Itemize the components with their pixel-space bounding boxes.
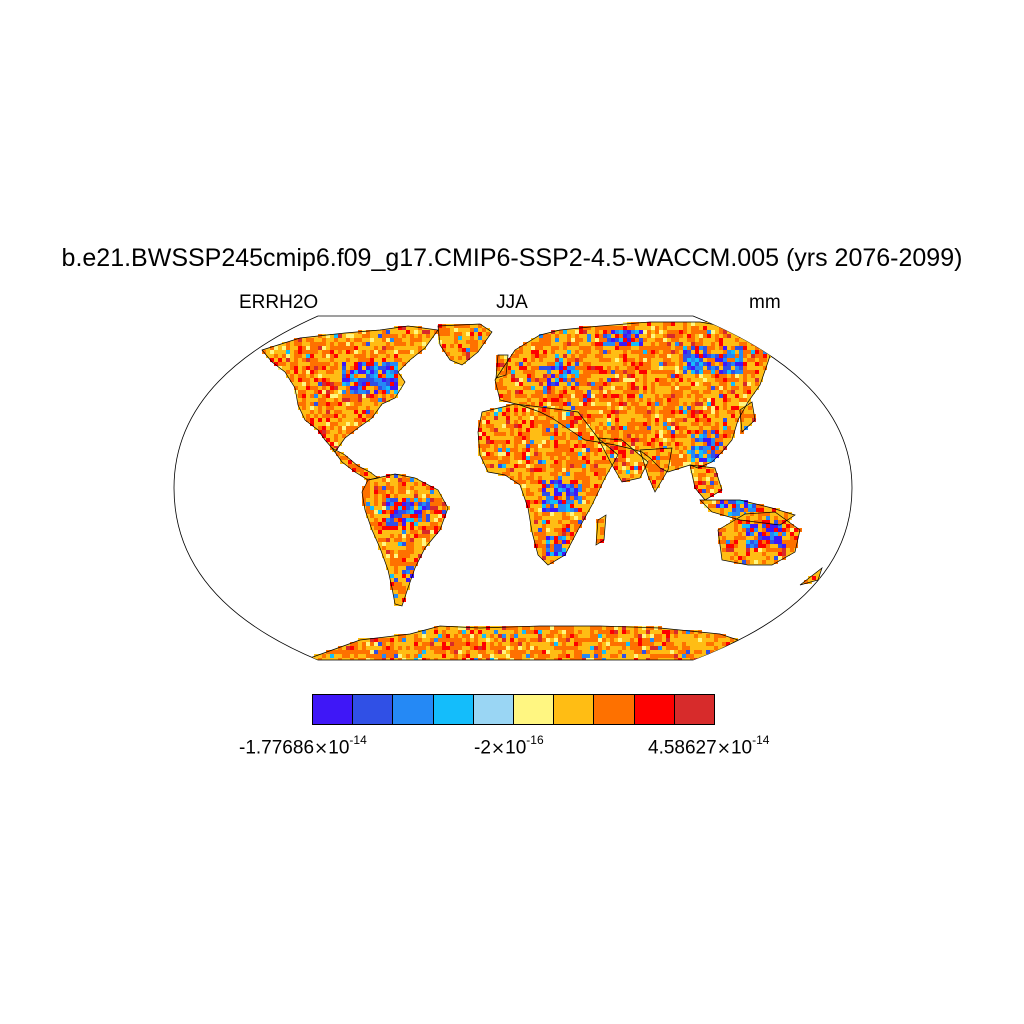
coastlines — [261, 321, 823, 660]
units-label: mm — [749, 292, 781, 313]
coastline-madagascar — [595, 514, 607, 546]
grid-cells-south-america — [362, 474, 450, 606]
coastline-arabia — [597, 437, 649, 483]
coastline-indonesia — [699, 499, 796, 526]
colorbar-box-5 — [473, 695, 515, 724]
grid-cells-antarctica — [314, 626, 738, 660]
coastline-australia — [717, 511, 801, 566]
colorbar-box-1 — [313, 695, 354, 724]
grid-cells-eurasia — [495, 322, 775, 470]
variable-name-label: ERRH2O — [239, 292, 319, 313]
colorbar-box-8 — [594, 695, 635, 724]
grid-cells-north-america — [262, 326, 438, 450]
colorbar-label-max: 4.58627×10-14 — [648, 733, 770, 759]
colorbar-label-min: -1.77686×10-14 — [239, 733, 367, 759]
coastline-india — [639, 447, 673, 493]
plot-title: b.e21.BWSSP245cmip6.f09_g17.CMIP6-SSP2-4… — [61, 244, 963, 272]
coastline-japan — [739, 401, 756, 433]
coastline-se-asia — [689, 464, 723, 501]
colorbar — [312, 694, 715, 725]
colorbar-box-7 — [554, 695, 595, 724]
colorbar-box-4 — [433, 695, 474, 724]
coastline-uk — [495, 354, 509, 379]
coastline-eurasia — [494, 321, 776, 473]
grid-cells-africa — [478, 404, 618, 564]
coastline-south-america — [361, 473, 449, 607]
colorbar-label-mid: -2×10-16 — [474, 733, 544, 759]
coastline-africa — [477, 403, 619, 566]
colorbar-box-2 — [353, 695, 394, 724]
grid-cells-se-asia — [690, 465, 722, 497]
season-label: JJA — [496, 292, 528, 313]
coastline-antarctica — [308, 625, 739, 660]
coastline-north-america — [261, 325, 439, 453]
coastline-new-zealand — [799, 567, 823, 586]
colorbar-box-6 — [514, 695, 555, 724]
coastline-greenland — [437, 323, 493, 366]
colorbar-box-9 — [634, 695, 675, 724]
colorbar-box-10 — [674, 695, 715, 724]
colorbar-box-3 — [393, 695, 434, 724]
grid-cells-japan — [740, 402, 756, 434]
